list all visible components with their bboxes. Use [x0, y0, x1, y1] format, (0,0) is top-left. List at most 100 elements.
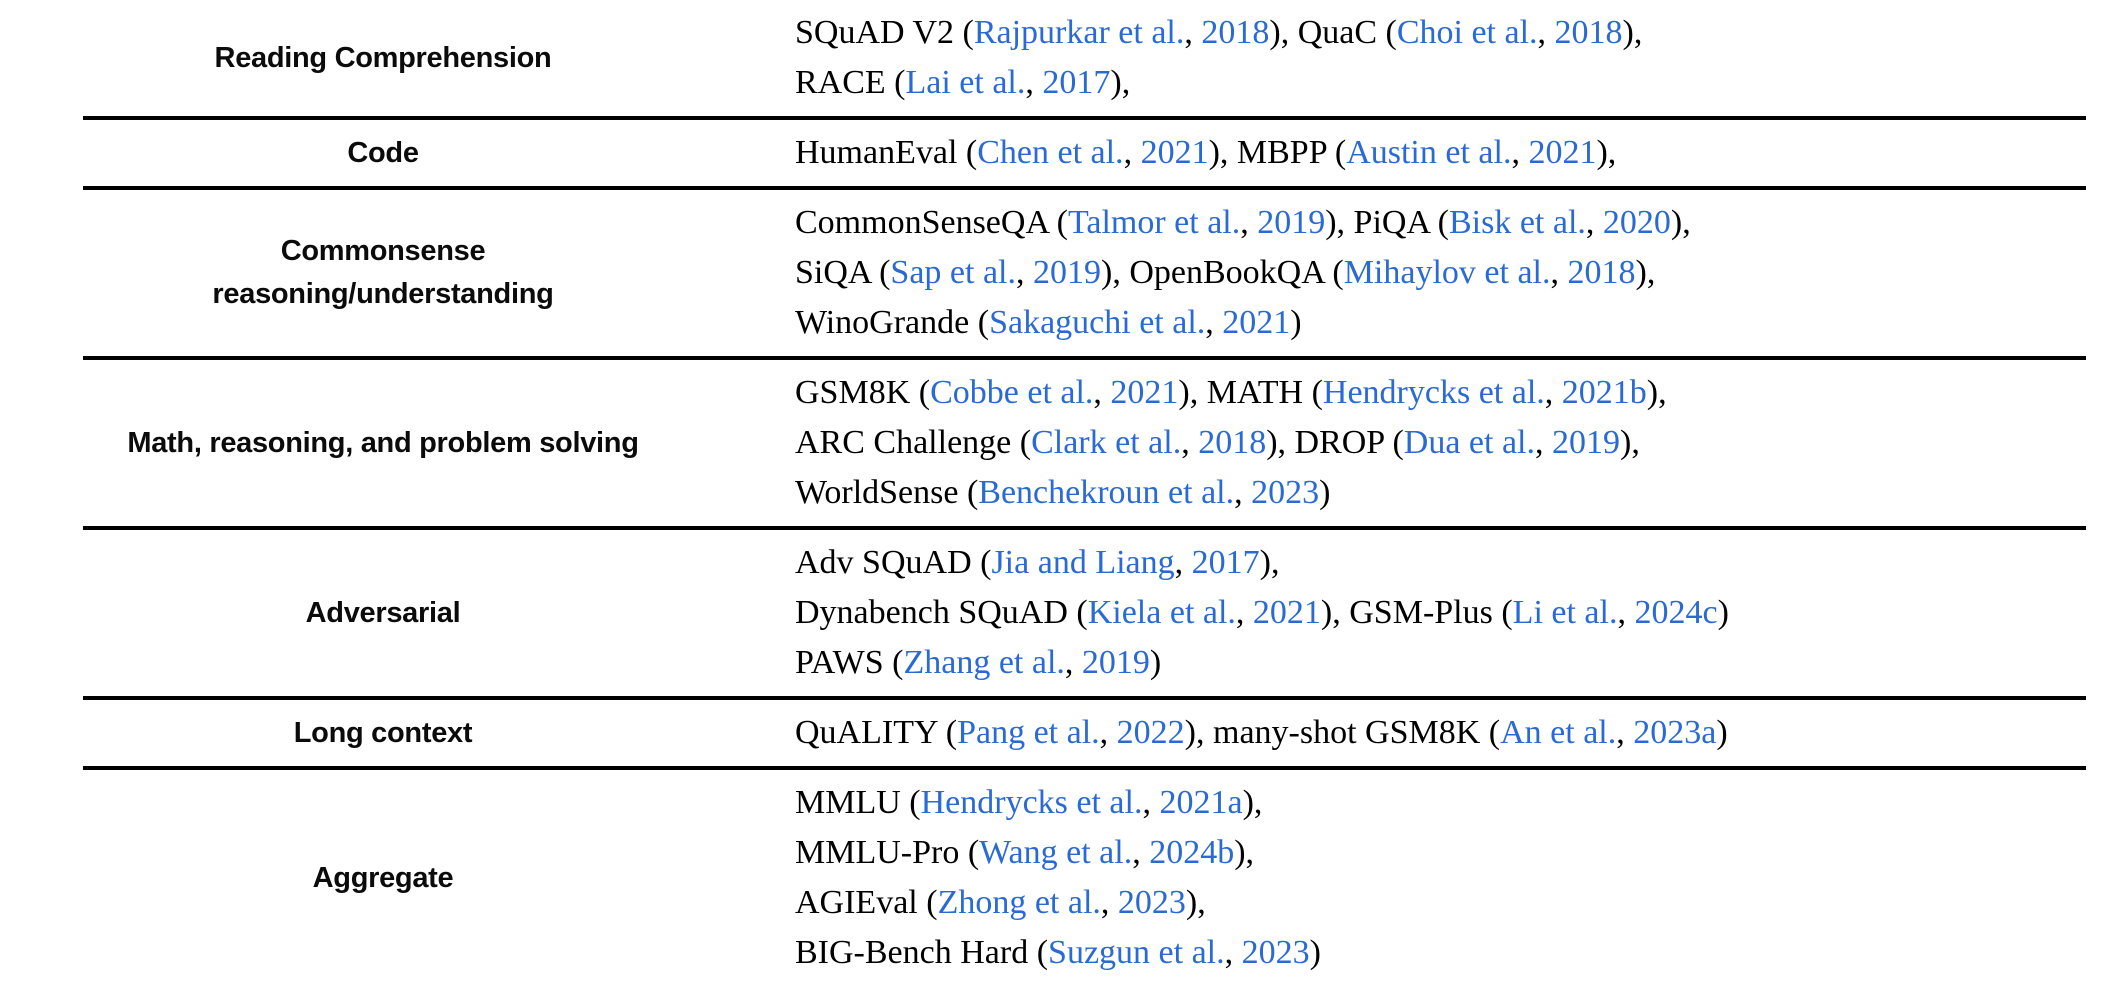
- citation-link[interactable]: Clark et al.: [1031, 424, 1182, 461]
- citation-link[interactable]: Mihaylov et al.: [1343, 254, 1551, 291]
- benchmark-line: MMLU (Hendrycks et al., 2021a),: [795, 778, 2086, 828]
- benchmark-text: PAWS (: [795, 644, 904, 681]
- citation-link[interactable]: Bisk et al.: [1448, 204, 1586, 241]
- benchmark-text: ,: [1550, 254, 1568, 291]
- citation-link[interactable]: 2018: [1201, 14, 1270, 51]
- citation-link[interactable]: 2021: [1252, 594, 1321, 631]
- citation-link[interactable]: Choi et al.: [1396, 14, 1538, 51]
- citation-link[interactable]: Jia and Liang: [991, 544, 1175, 581]
- category-cell: Aggregate: [83, 770, 683, 986]
- benchmark-line: Adv SQuAD (Jia and Liang, 2017),: [795, 538, 2086, 588]
- citation-link[interactable]: Li et al.: [1512, 594, 1618, 631]
- citation-link[interactable]: Talmor et al.: [1067, 204, 1241, 241]
- citation-link[interactable]: 2023: [1241, 934, 1310, 971]
- citation-link[interactable]: 2021: [1222, 304, 1291, 341]
- benchmark-text: HumanEval (: [795, 134, 978, 171]
- citation-link[interactable]: 2019: [1552, 424, 1620, 461]
- benchmark-text: ,: [1544, 374, 1562, 411]
- benchmark-text: MMLU (: [795, 784, 921, 821]
- benchmark-line: PAWS (Zhang et al., 2019): [795, 638, 2086, 688]
- benchmark-text: ,: [1132, 834, 1150, 871]
- citation-link[interactable]: Hendrycks et al.: [1322, 374, 1545, 411]
- citation-link[interactable]: Zhang et al.: [903, 644, 1065, 681]
- citation-link[interactable]: 2020: [1602, 204, 1671, 241]
- benchmark-text: ,: [1234, 474, 1252, 511]
- benchmark-text: BIG-Bench Hard (: [795, 934, 1049, 971]
- citation-link[interactable]: 2021b: [1561, 374, 1647, 411]
- citation-link[interactable]: 2017: [1191, 544, 1260, 581]
- benchmarks-cell: SQuAD V2 (Rajpurkar et al., 2018), QuaC …: [795, 0, 2086, 116]
- citation-link[interactable]: Lai et al.: [905, 64, 1026, 101]
- row-divider: [83, 696, 2086, 700]
- benchmark-line: SQuAD V2 (Rajpurkar et al., 2018), QuaC …: [795, 8, 2086, 58]
- citation-link[interactable]: 2018: [1554, 14, 1623, 51]
- table-row: Long context QuALITY (Pang et al., 2022),…: [83, 700, 2086, 766]
- category-label: Long context: [293, 716, 473, 749]
- category-cell: Code: [83, 120, 683, 186]
- citation-link[interactable]: An et al.: [1500, 714, 1617, 751]
- citation-link[interactable]: 2018: [1567, 254, 1636, 291]
- benchmark-text: ,: [1535, 424, 1552, 461]
- benchmark-line: MMLU-Pro (Wang et al., 2024b),: [795, 828, 2086, 878]
- category-cell: Commonsense reasoning/understanding: [83, 190, 683, 356]
- citation-link[interactable]: Pang et al.: [957, 714, 1100, 751]
- citation-link[interactable]: 2019: [1081, 644, 1150, 681]
- citation-link[interactable]: Hendrycks et al.: [920, 784, 1143, 821]
- citation-link[interactable]: 2021: [1110, 374, 1179, 411]
- benchmark-text: ,: [1184, 14, 1202, 51]
- citation-link[interactable]: Sakaguchi et al.: [989, 304, 1206, 341]
- citation-link[interactable]: Austin et al.: [1346, 134, 1512, 171]
- citation-link[interactable]: 2023a: [1633, 714, 1717, 751]
- citation-link[interactable]: 2023: [1117, 884, 1186, 921]
- citation-link[interactable]: 2021a: [1159, 784, 1243, 821]
- benchmark-text: Adv SQuAD (: [795, 544, 992, 581]
- citation-link[interactable]: 2019: [1257, 204, 1326, 241]
- table-row: Math, reasoning, and problem solving GSM8…: [83, 360, 2086, 526]
- citation-link[interactable]: 2024c: [1634, 594, 1718, 631]
- benchmark-text: ), OpenBookQA (: [1101, 254, 1344, 291]
- citation-link[interactable]: 2024b: [1149, 834, 1235, 871]
- benchmark-text: ), QuaC (: [1269, 14, 1397, 51]
- citation-link[interactable]: Chen et al.: [977, 134, 1124, 171]
- citation-link[interactable]: Sap et al.: [890, 254, 1016, 291]
- category-label: reasoning/understanding: [212, 278, 554, 310]
- citation-link[interactable]: 2023: [1251, 474, 1320, 511]
- citation-link[interactable]: 2018: [1198, 424, 1267, 461]
- benchmark-text: ),: [1620, 424, 1640, 461]
- benchmark-text: ,: [1537, 14, 1555, 51]
- benchmark-text: ,: [1016, 254, 1033, 291]
- citation-link[interactable]: 2022: [1116, 714, 1185, 751]
- citation-link[interactable]: 2019: [1033, 254, 1101, 291]
- citation-link[interactable]: Dua et al.: [1403, 424, 1535, 461]
- benchmark-text: ,: [1142, 784, 1160, 821]
- citation-link[interactable]: Kiela et al.: [1087, 594, 1236, 631]
- table-row: Reading Comprehension SQuAD V2 (Rajpurkar…: [83, 0, 2086, 116]
- table-row: Commonsense reasoning/understanding Common…: [83, 190, 2086, 356]
- citation-link[interactable]: Suzgun et al.: [1048, 934, 1225, 971]
- benchmark-text: ,: [1123, 134, 1141, 171]
- category-label: Code: [347, 136, 419, 169]
- benchmark-text: SQuAD V2 (: [795, 14, 974, 51]
- benchmarks-cell: HumanEval (Chen et al., 2021), MBPP (Aus…: [795, 120, 2086, 186]
- benchmark-text: ): [1149, 644, 1162, 681]
- benchmark-text: ,: [1064, 644, 1082, 681]
- benchmark-text: ), many-shot GSM8K (: [1184, 714, 1501, 751]
- benchmark-text: ,: [1616, 714, 1634, 751]
- citation-link[interactable]: Rajpurkar et al.: [973, 14, 1185, 51]
- citation-link[interactable]: 2021: [1140, 134, 1209, 171]
- benchmark-text: AGIEval (: [795, 884, 938, 921]
- citation-link[interactable]: 2017: [1042, 64, 1111, 101]
- benchmark-text: ),: [1110, 64, 1131, 101]
- citation-link[interactable]: Wang et al.: [979, 834, 1133, 871]
- citation-link[interactable]: Benchekroun et al.: [978, 474, 1235, 511]
- benchmark-text: ), MATH (: [1178, 374, 1323, 411]
- benchmark-text: ): [1717, 594, 1729, 631]
- benchmarks-cell: GSM8K (Cobbe et al., 2021), MATH (Hendry…: [795, 360, 2086, 526]
- benchmark-line: GSM8K (Cobbe et al., 2021), MATH (Hendry…: [795, 368, 2086, 418]
- citation-link[interactable]: 2021: [1528, 134, 1597, 171]
- benchmark-text: ),: [1596, 134, 1617, 171]
- citation-link[interactable]: Zhong et al.: [937, 884, 1101, 921]
- citation-link[interactable]: Cobbe et al.: [930, 374, 1094, 411]
- benchmark-line: ARC Challenge (Clark et al., 2018), DROP…: [795, 418, 2086, 468]
- benchmarks-cell: CommonSenseQA (Talmor et al., 2019), PiQ…: [795, 190, 2086, 356]
